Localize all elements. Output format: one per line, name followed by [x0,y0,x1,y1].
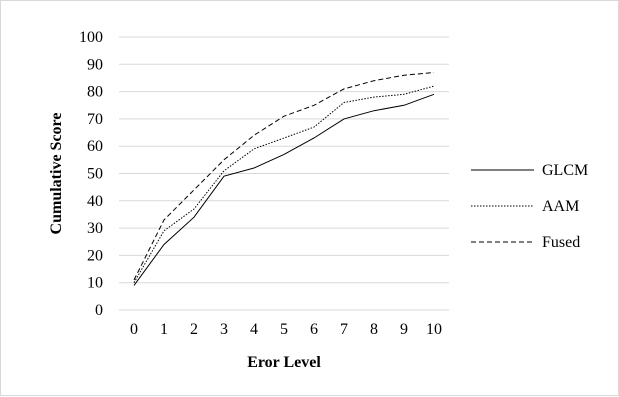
y-tick-label: 20 [87,247,103,264]
x-tick-label: 3 [220,321,228,338]
y-tick-label: 30 [87,220,103,237]
x-tick-label: 1 [160,321,168,338]
y-axis-title: Cumulative Score [48,113,65,235]
legend-label-aam: AAM [542,198,579,215]
y-tick-label: 60 [87,138,103,155]
series-line-aam [133,85,435,283]
x-tick-label: 9 [400,321,408,338]
x-axis-ticks: 0 1 2 3 4 5 6 7 8 9 10 [130,321,442,338]
y-tick-label: 50 [87,166,103,183]
series-lines [133,72,435,286]
legend: GLCM AAM Fused [471,162,588,251]
gridlines [119,36,449,284]
x-tick-label: 10 [426,321,442,338]
x-tick-label: 7 [340,321,348,338]
legend-label-fused: Fused [542,234,580,251]
x-tick-label: 2 [190,321,198,338]
y-tick-label: 10 [87,275,103,292]
y-tick-label: 90 [87,56,103,73]
y-axis-ticks: 0 10 20 30 40 50 60 70 80 90 100 [79,29,103,319]
legend-label-glcm: GLCM [542,162,588,179]
y-tick-label: 70 [87,111,103,128]
x-tick-label: 4 [250,321,258,338]
y-tick-label: 0 [95,302,103,319]
x-tick-label: 6 [310,321,318,338]
x-tick-label: 8 [370,321,378,338]
series-line-glcm [133,93,435,286]
y-tick-label: 40 [87,193,103,210]
series-line-fused [133,72,435,281]
y-tick-label: 80 [87,84,103,101]
x-tick-label: 0 [130,321,138,338]
x-tick-label: 5 [280,321,288,338]
x-axis-title: Eror Level [247,354,321,371]
y-tick-label: 100 [79,29,103,46]
